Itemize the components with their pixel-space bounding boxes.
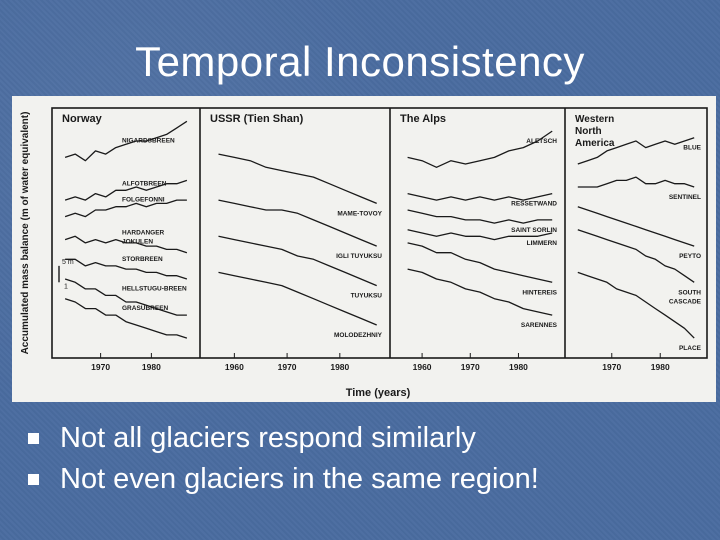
series-line-grasubreen <box>64 298 188 339</box>
y-axis-label: Accumulated mass balance (m of water equ… <box>20 112 31 355</box>
x-tick-label: 1980 <box>330 362 349 372</box>
square-bullet-icon <box>28 433 39 444</box>
series-line-storbreen <box>65 258 188 280</box>
x-tick-label: 1980 <box>651 362 670 372</box>
x-tick-label: 1980 <box>509 362 528 372</box>
series-line-peyto <box>577 206 695 247</box>
series-label-south-cascade: CASCADE <box>669 298 702 305</box>
plot-frame <box>51 107 708 359</box>
x-tick-label: 1960 <box>413 362 432 372</box>
series-label-peyto: PEYTO <box>679 253 701 260</box>
series-label-storbreen: STORBREEN <box>122 256 163 263</box>
series-line-blue <box>577 137 695 165</box>
bullet-item-2: Not even glaciers in the same region! <box>24 459 714 500</box>
series-line-sarennes <box>407 268 553 316</box>
bullet-text-1: Not all glaciers respond similarly <box>60 422 476 454</box>
glacier-mass-balance-figure: Accumulated mass balance (m of water equ… <box>12 96 716 402</box>
series-label-south-cascade: SOUTH <box>678 289 701 296</box>
x-tick-label: 1980 <box>142 362 161 372</box>
slide-title: Temporal Inconsistency <box>135 38 585 85</box>
series-line-hardanger-jokulen <box>64 235 188 254</box>
series-label-folgefonni: FOLGEFONNI <box>122 197 165 204</box>
series-line-saint-sorlin <box>407 209 553 224</box>
series-line-aletsch <box>407 130 553 168</box>
series-line-ressetwand <box>407 192 553 201</box>
x-tick-label: 1970 <box>91 362 110 372</box>
mass-balance-chart: Accumulated mass balance (m of water equ… <box>20 107 708 399</box>
series-label-igli-tuyuksu: IGLI TUYUKSU <box>336 253 382 260</box>
series-label-molodezhniy: MOLODEZHNIY <box>334 332 383 339</box>
series-label-limmern: LIMMERN <box>527 240 558 247</box>
series-label-mame-tovoy: MAME-TOVOY <box>337 210 382 217</box>
x-tick-label: 1970 <box>278 362 297 372</box>
series-line-folgefonni <box>64 199 187 218</box>
series-label-blue: BLUE <box>683 145 701 152</box>
series-line-molodezhniy <box>218 271 377 326</box>
series-label-hellstugu-breen: HELLSTUGU-BREEN <box>122 285 187 292</box>
series-label-hardanger-jokulen: HARDANGER <box>122 230 165 237</box>
bullet-item-1: Not all glaciers respond similarly <box>24 418 714 459</box>
series-line-igli-tuyuksu <box>218 199 377 247</box>
series-line-alfotbreen <box>64 179 188 201</box>
x-tick-label: 1970 <box>602 362 621 372</box>
panel-title-western-north-america: America <box>575 138 615 149</box>
square-bullet-icon <box>28 474 39 485</box>
x-axis-label: Time (years) <box>346 387 411 399</box>
series-line-south-cascade <box>577 229 695 283</box>
series-label-tuyuksu: TUYUKSU <box>351 293 383 300</box>
series-line-tuyuksu <box>218 235 377 287</box>
panel-title-ussr-tien-shan: USSR (Tien Shan) <box>210 113 304 125</box>
panel-title-western-north-america: North <box>575 126 602 137</box>
series-label-saint-sorlin: SAINT SORLIN <box>511 227 557 234</box>
series-label-hardanger-jokulen: JOKULEN <box>122 239 153 246</box>
series-label-aletsch: ALETSCH <box>526 138 557 145</box>
panel-title-western-north-america: Western <box>575 114 614 125</box>
series-label-alfotbreen: ALFOTBREEN <box>122 180 167 187</box>
bullet-list: Not all glaciers respond similarly Not e… <box>24 418 714 500</box>
series-label-place: PLACE <box>679 345 702 352</box>
series-line-mame-tovoy <box>218 153 377 205</box>
x-tick-label: 1970 <box>461 362 480 372</box>
panel-title-the-alps: The Alps <box>400 113 446 125</box>
series-line-hintereis <box>407 242 553 283</box>
series-label-hintereis: HINTEREIS <box>522 289 557 296</box>
series-line-place <box>577 271 695 339</box>
series-label-nigardsbreen: NIGARDSBREEN <box>122 138 175 145</box>
series-label-sentinel: SENTINEL <box>669 194 701 201</box>
series-line-hellstugu-breen <box>64 278 187 316</box>
x-tick-label: 1960 <box>225 362 244 372</box>
scale-bar-label-top: 5 m <box>62 259 74 266</box>
bullet-text-2: Not even glaciers in the same region! <box>60 463 539 495</box>
series-line-limmern <box>407 229 553 241</box>
series-line-sentinel <box>577 176 695 188</box>
series-label-ressetwand: RESSETWAND <box>511 201 557 208</box>
series-label-sarennes: SARENNES <box>521 322 558 329</box>
panel-title-norway: Norway <box>62 113 103 125</box>
scale-bar-label-bottom: 1 <box>64 283 68 290</box>
series-line-nigardsbreen <box>64 120 188 162</box>
series-label-grasubreen: GRASUBREEN <box>122 305 169 312</box>
